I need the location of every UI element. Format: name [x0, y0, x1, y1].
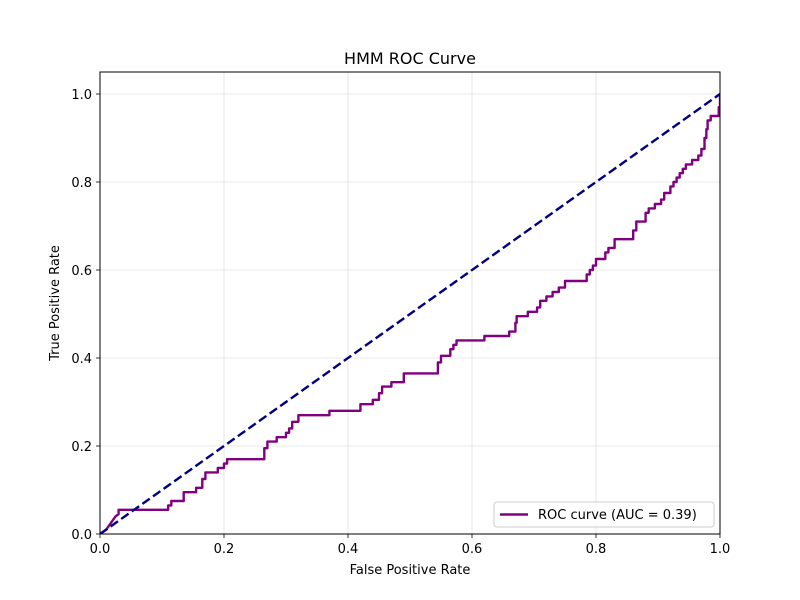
grid-lines: [99, 72, 721, 535]
x-tick-label: 0.0: [90, 542, 111, 557]
y-tick-label: 0.2: [71, 440, 92, 455]
x-axis-label: False Positive Rate: [350, 563, 471, 578]
y-tick-label: 0.0: [71, 528, 92, 543]
legend: ROC curve (AUC = 0.39): [493, 501, 715, 528]
y-axis-label: True Positive Rate: [48, 245, 63, 362]
roc-curve-line: [100, 94, 720, 534]
y-tick-label: 0.8: [71, 176, 92, 191]
x-tick-label: 0.8: [586, 542, 607, 557]
chart-title: HMM ROC Curve: [344, 49, 476, 68]
x-tick-label: 0.2: [214, 542, 235, 557]
legend-entry-roc: ROC curve (AUC = 0.39): [538, 508, 697, 523]
y-tick-label: 0.6: [71, 264, 92, 279]
series-layer: [100, 93, 720, 534]
y-axis: 0.0 0.2 0.4 0.6 0.8 1.0: [71, 88, 100, 543]
x-tick-label: 0.6: [462, 542, 483, 557]
diagonal-reference-line: [100, 93, 720, 534]
legend-box: [493, 501, 715, 528]
plot-frame: [99, 71, 721, 535]
y-tick-label: 0.4: [71, 352, 92, 367]
x-axis: 0.0 0.2 0.4 0.6 0.8 1.0: [90, 534, 731, 557]
x-tick-label: 1.0: [710, 542, 731, 557]
x-tick-label: 0.4: [338, 542, 359, 557]
y-tick-label: 1.0: [71, 88, 92, 103]
